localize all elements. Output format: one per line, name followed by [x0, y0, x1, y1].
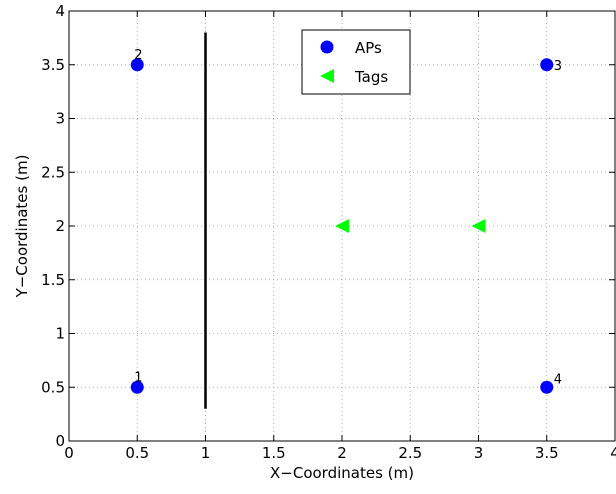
- legend-aps-label: APs: [355, 39, 382, 57]
- plot-frame: [68, 10, 616, 442]
- y-tick-label: 1: [55, 325, 65, 343]
- x-tick-label: 1: [201, 444, 211, 462]
- x-tick-label: 3.5: [535, 444, 559, 462]
- ap-marker: [540, 380, 554, 394]
- points: 1 2 3 4: [130, 48, 562, 394]
- y-tick-label: 0.5: [41, 378, 65, 396]
- legend: APs Tags: [301, 29, 411, 95]
- y-tick-label: 4: [55, 2, 65, 20]
- legend-box: [301, 29, 411, 95]
- y-axis-label: Y−Coordinates (m): [13, 155, 31, 299]
- y-tick-label: 2.5: [41, 163, 65, 181]
- ap-id-label: 4: [554, 372, 562, 387]
- x-tick-label: 2: [337, 444, 347, 462]
- y-tick-label: 1.5: [41, 271, 65, 289]
- tag-marker: [335, 219, 349, 233]
- x-tick-label: 0.5: [125, 444, 149, 462]
- y-tick-label: 3: [55, 110, 65, 128]
- tag-marker: [471, 219, 486, 233]
- x-tick-label: 2.5: [398, 444, 422, 462]
- legend-tags-label: Tags: [354, 68, 388, 86]
- x-tick-label: 3: [474, 444, 484, 462]
- ap-marker: [130, 380, 144, 394]
- ap-id-label: 2: [134, 48, 142, 63]
- ap-marker: [540, 58, 554, 72]
- ap-marker: [130, 58, 144, 72]
- legend-tags-marker: [320, 69, 334, 83]
- x-axis-label: X−Coordinates (m): [270, 464, 414, 482]
- ap-id-label: 1: [134, 370, 142, 385]
- ap-id-label: 3: [554, 59, 562, 74]
- y-tick-label: 2: [55, 217, 65, 235]
- legend-aps-marker: [320, 40, 334, 54]
- y-tick-label: 3.5: [41, 56, 65, 74]
- y-tick-label: 0: [55, 432, 65, 450]
- x-tick-label: 4: [610, 444, 616, 462]
- x-tick-label: 1.5: [262, 444, 286, 462]
- ticks: 0 0.5 1 1.5 2 2.5 3 3.5 4 0 0.5 1 1.5 2 2.5 3 3.5 4: [41, 2, 616, 462]
- x-tick-label: 0: [64, 444, 74, 462]
